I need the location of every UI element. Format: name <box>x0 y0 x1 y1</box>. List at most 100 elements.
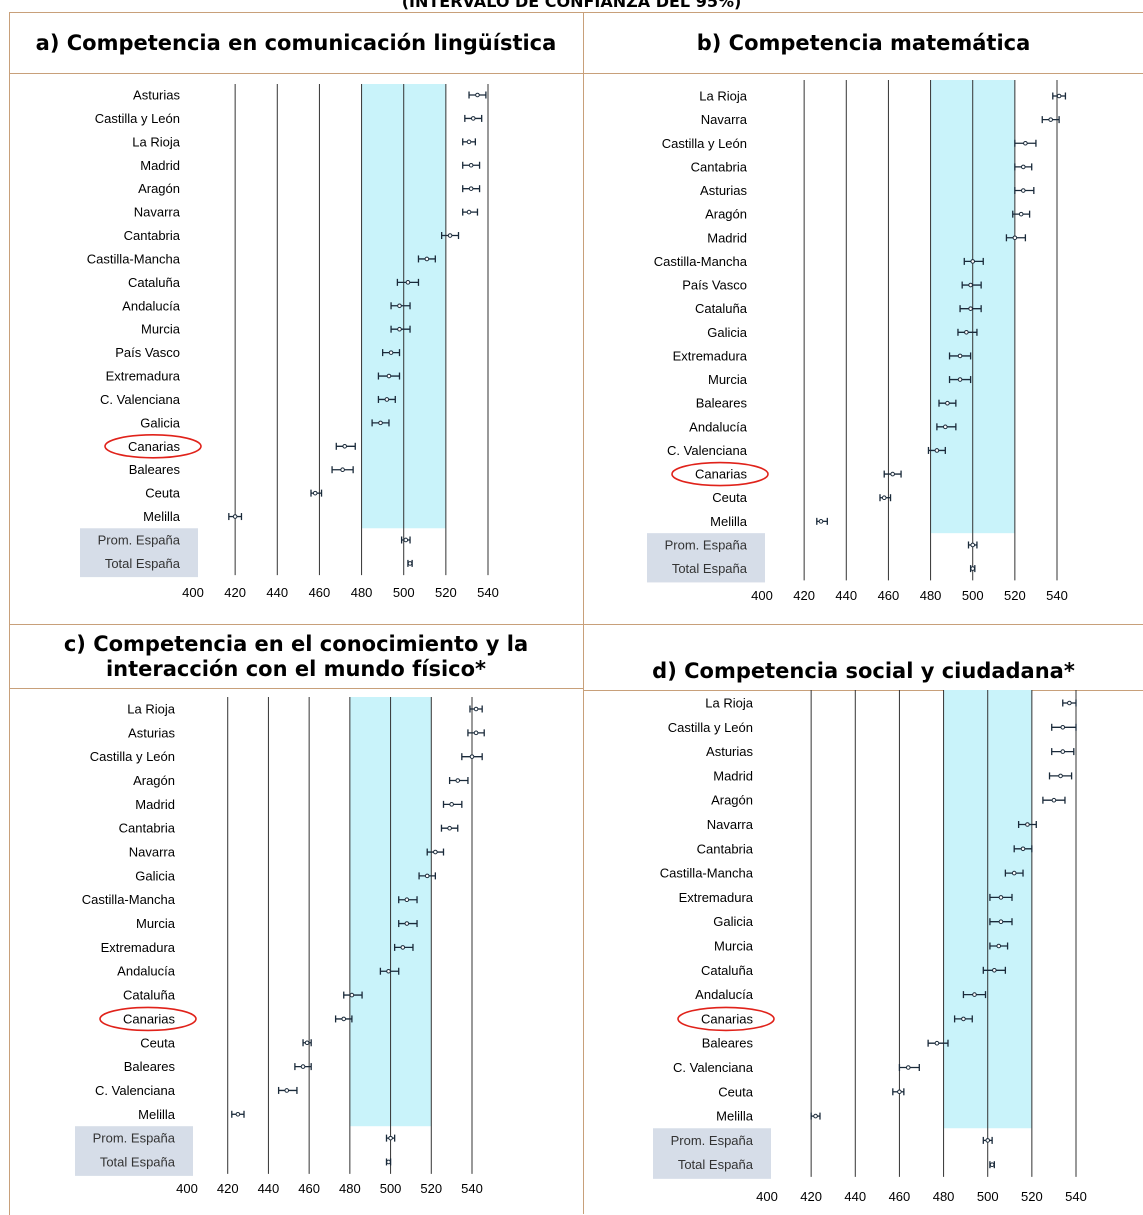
interval-point <box>1020 188 1026 193</box>
panel-b-title: b) Competencia matemática <box>696 30 1031 55</box>
interval-mark <box>398 920 418 928</box>
x-tick-label: 520 <box>420 1181 442 1196</box>
region-label: Extremadura <box>106 369 181 384</box>
region-label: Aragón <box>138 181 180 196</box>
interval-point <box>957 377 963 382</box>
interval-point <box>340 467 345 473</box>
interval-point <box>405 280 411 285</box>
interval-point <box>905 1065 911 1070</box>
interval-mark <box>961 281 982 289</box>
interval-point <box>466 139 472 145</box>
interval-point <box>312 490 318 496</box>
chart-panel-b: 400 420 440 460 480 500 520 540 La Rioja Navarra C… <box>647 80 1068 603</box>
interval-point <box>970 259 976 264</box>
interval-point <box>1048 117 1053 122</box>
interval-point <box>469 754 475 759</box>
region-label: Galicia <box>707 325 748 340</box>
region-label: Melilla <box>710 514 748 529</box>
x-tick-label: 440 <box>835 588 857 603</box>
interval-point <box>897 1089 902 1095</box>
region-label: Canarias <box>128 439 181 454</box>
interval-point <box>1067 700 1072 706</box>
x-tick-label: 460 <box>298 1181 320 1196</box>
interval-point <box>300 1064 306 1069</box>
interval-mark <box>1041 116 1060 124</box>
interval-point <box>1058 773 1063 779</box>
interval-mark <box>953 1015 973 1023</box>
interval-mark <box>1052 92 1067 100</box>
region-label: Asturias <box>128 725 175 740</box>
interval-point <box>342 444 348 449</box>
x-tick-label: 460 <box>878 588 900 603</box>
region-label: Ceuta <box>145 486 180 501</box>
interval-point <box>970 566 976 571</box>
interval-point <box>1020 846 1026 852</box>
interval-mark <box>1014 139 1037 147</box>
interval-point <box>407 561 413 566</box>
interval-mark <box>379 967 400 975</box>
interval-mark <box>381 349 401 357</box>
interval-point <box>992 968 997 973</box>
interval-mark <box>1004 869 1024 877</box>
interval-point <box>386 968 391 974</box>
interval-mark <box>963 257 984 265</box>
region-label: Galicia <box>135 868 176 883</box>
interval-point <box>304 1040 310 1046</box>
region-label: Cantabria <box>124 228 181 243</box>
interval-mark <box>1014 187 1035 195</box>
region-label: Madrid <box>140 158 180 173</box>
x-tick-label: 420 <box>800 1189 822 1204</box>
interval-mark <box>957 328 978 336</box>
interval-point <box>970 542 976 548</box>
interval-mark <box>400 536 411 544</box>
interval-mark <box>334 1015 353 1023</box>
region-label: País Vasco <box>682 278 747 293</box>
interval-point <box>386 373 392 379</box>
interval-point <box>388 1135 393 1141</box>
region-label: Baleares <box>702 1036 754 1051</box>
interval-mark <box>962 991 987 999</box>
interval-mark <box>1062 699 1077 707</box>
region-label: Total España <box>678 1157 754 1172</box>
interval-mark <box>440 232 460 240</box>
interval-mark <box>442 800 463 808</box>
interval-point <box>433 849 438 855</box>
panel-d-title: d) Competencia social y ciudadana* <box>652 658 1075 683</box>
x-tick-label: 540 <box>461 1181 483 1196</box>
highlight-circle <box>677 1006 775 1032</box>
interval-point <box>881 495 887 501</box>
region-label: Ceuta <box>140 1035 175 1050</box>
x-tick-label: 460 <box>889 1189 911 1204</box>
interval-mark <box>418 872 437 880</box>
interval-point <box>424 873 430 879</box>
interval-mark <box>440 824 459 832</box>
region-label: Andalucía <box>117 964 176 979</box>
interval-mark <box>393 943 414 951</box>
region-label: Cataluña <box>701 963 754 978</box>
interval-mark <box>936 423 957 431</box>
region-label: Castilla y León <box>95 111 180 126</box>
interval-point <box>475 92 480 98</box>
interval-mark <box>461 753 483 761</box>
interval-point <box>890 471 895 477</box>
interval-point <box>403 537 409 543</box>
region-label: Aragón <box>705 207 747 222</box>
x-tick-label: 420 <box>793 588 815 603</box>
interval-point <box>1011 870 1017 876</box>
interval-point <box>968 306 973 311</box>
interval-point <box>943 424 948 430</box>
region-label: Castilla-Mancha <box>654 254 748 269</box>
interval-mark <box>1013 845 1033 853</box>
interval-point <box>470 116 476 121</box>
interval-mark <box>396 278 420 286</box>
x-tick-label: 480 <box>920 588 942 603</box>
interval-point <box>1023 140 1028 146</box>
x-tick-label: 400 <box>756 1189 778 1204</box>
interval-mark <box>390 325 411 333</box>
interval-mark <box>398 896 418 904</box>
region-label: Total España <box>672 561 748 576</box>
interval-mark <box>989 1161 995 1169</box>
page-title: (INTERVALO DE CONFIANZA DEL 95%) <box>401 0 742 11</box>
region-label: Melilla <box>138 1107 176 1122</box>
region-label: Cataluña <box>695 301 748 316</box>
